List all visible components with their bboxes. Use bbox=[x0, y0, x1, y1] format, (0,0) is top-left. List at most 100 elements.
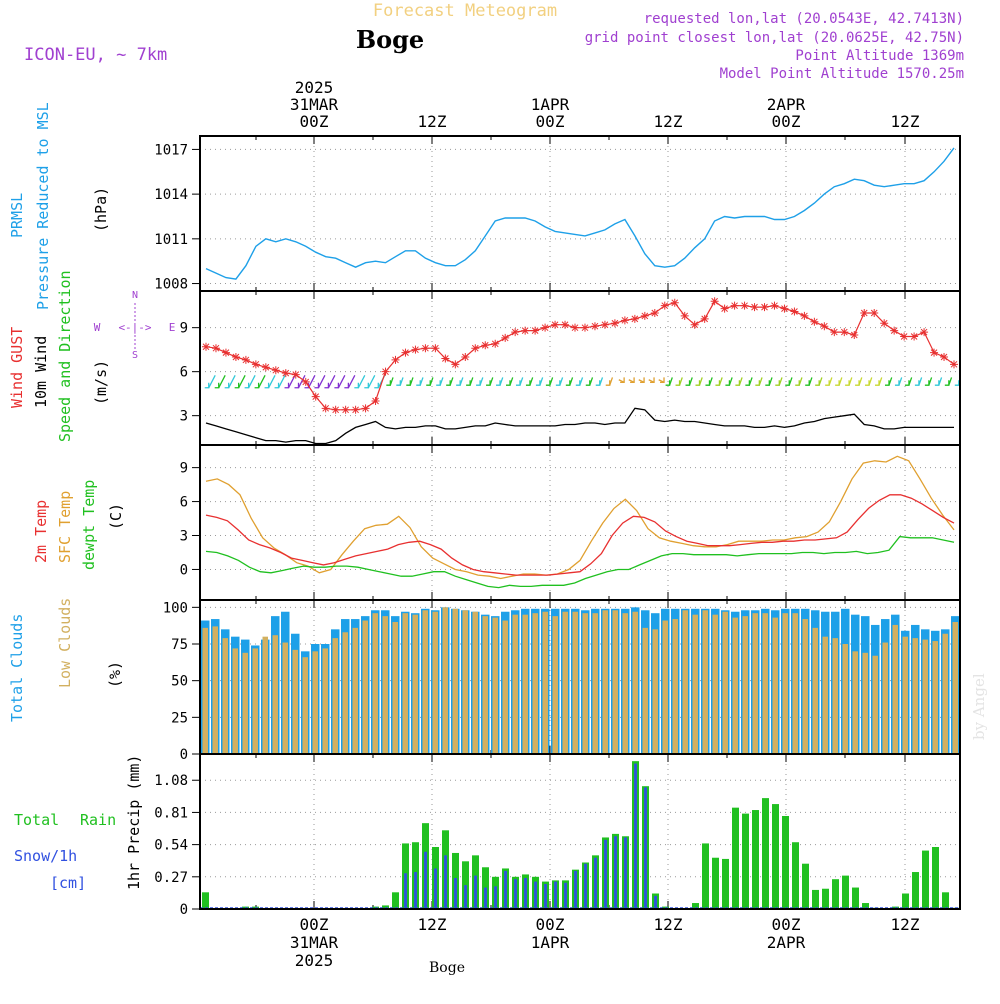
wind-gust-marker-58 bbox=[780, 304, 789, 313]
wind-arrow-head-4 bbox=[244, 382, 250, 389]
wind-arrow-head-24 bbox=[446, 380, 451, 386]
wind-gust-marker-34 bbox=[541, 323, 550, 332]
wind-gust-marker-9 bbox=[291, 370, 300, 379]
rain-bar-60 bbox=[802, 863, 809, 909]
pressure-labels: PRMSL Pressure Reduced to MSL (hPa) bbox=[8, 102, 110, 310]
low-cloud-bar-65 bbox=[852, 651, 858, 754]
low-cloud-bar-43 bbox=[632, 611, 638, 754]
low-cloud-bar-39 bbox=[592, 613, 598, 754]
bottom-tick-hour-3: 12Z bbox=[654, 915, 683, 934]
wind-gust-marker-72 bbox=[920, 328, 929, 337]
wind-arrow-head-20 bbox=[406, 380, 411, 386]
top-tick-hour-4: 00Z bbox=[772, 112, 801, 131]
wind-arrow-head-31 bbox=[515, 380, 521, 386]
bottom-tick-date-4: 2APR bbox=[767, 933, 806, 952]
low-cloud-bar-45 bbox=[652, 629, 658, 754]
low-cloud-bar-38 bbox=[582, 613, 588, 754]
low-cloud-bar-24 bbox=[442, 607, 448, 754]
dewpt-temp-line bbox=[205, 535, 955, 589]
wind-gust-marker-20 bbox=[401, 348, 410, 357]
snow-bar-21 bbox=[414, 872, 417, 909]
wind-arrow-head-68 bbox=[884, 380, 890, 386]
compass-s: S bbox=[132, 350, 138, 361]
snow-bar-40 bbox=[604, 839, 607, 909]
rain-bar-71 bbox=[912, 872, 919, 909]
snow-bar-38 bbox=[584, 863, 587, 909]
snow-bar-23 bbox=[434, 868, 437, 909]
low-cloud-bar-47 bbox=[672, 619, 678, 754]
wind-arrow-head-16 bbox=[364, 382, 369, 389]
rain-bar-26 bbox=[462, 861, 469, 909]
bottom-tick-hour-1: 12Z bbox=[418, 915, 447, 934]
rain-bar-58 bbox=[782, 816, 789, 909]
low-cloud-bar-70 bbox=[902, 636, 908, 754]
low-cloud-bar-35 bbox=[552, 616, 558, 754]
snow-bar-35 bbox=[554, 881, 557, 909]
wind-gust-marker-12 bbox=[321, 404, 330, 413]
temp-2m-line bbox=[205, 494, 955, 576]
low-cloud-bar-19 bbox=[392, 622, 398, 754]
wind-arrow-head-73 bbox=[934, 380, 940, 386]
wind-gust-marker-49 bbox=[690, 320, 699, 329]
wind-arrow-head-32 bbox=[525, 380, 531, 386]
cloud-label-unit: (%) bbox=[106, 661, 124, 688]
wind-arrow-head-52 bbox=[725, 380, 731, 386]
wind-arrow-head-37 bbox=[575, 380, 581, 386]
low-cloud-bar-2 bbox=[222, 638, 228, 754]
wind-arrow-14 bbox=[347, 375, 356, 389]
wind-arrow-head-26 bbox=[466, 380, 471, 386]
rain-bar-19 bbox=[392, 892, 399, 909]
low-cloud-bar-75 bbox=[952, 622, 958, 754]
wind-arrow-head-23 bbox=[436, 380, 441, 386]
wind-arrow-head-35 bbox=[555, 380, 561, 386]
pressure-ytick-label-3: 1017 bbox=[154, 142, 188, 158]
wind-gust-marker-30 bbox=[501, 333, 510, 342]
wind-arrow-head-33 bbox=[535, 380, 541, 386]
low-cloud-bar-51 bbox=[712, 614, 718, 754]
low-cloud-bar-23 bbox=[432, 611, 438, 754]
wind-arrow-0 bbox=[208, 375, 216, 389]
wind-gust-marker-75 bbox=[950, 360, 958, 369]
pressure-panel: 1008 1011 1014 1017 bbox=[154, 135, 961, 293]
requested-lonlat: requested lon,lat (20.0543E, 42.7413N) bbox=[644, 11, 964, 27]
wind-gust-marker-68 bbox=[880, 319, 889, 328]
precip-ytick-label-3: 0.81 bbox=[154, 805, 188, 821]
footer-location: Boge bbox=[429, 960, 465, 976]
low-cloud-bar-20 bbox=[402, 613, 408, 754]
wind-gust-marker-69 bbox=[890, 326, 899, 335]
wind-gust-marker-10 bbox=[301, 377, 310, 386]
snow-bar-34 bbox=[544, 883, 547, 909]
wind-arrow-head-17 bbox=[374, 382, 379, 389]
low-cloud-bar-62 bbox=[822, 636, 828, 754]
temp-ytick-label-2: 6 bbox=[180, 495, 188, 511]
wind-gust-marker-14 bbox=[341, 405, 350, 414]
precip-border bbox=[199, 753, 961, 910]
low-cloud-bar-22 bbox=[422, 610, 428, 754]
pressure-ytick-label-2: 1014 bbox=[154, 187, 188, 203]
wind-gust-marker-64 bbox=[840, 328, 849, 337]
snow-bar-22 bbox=[424, 851, 427, 909]
cloud-ytick-label-4: 100 bbox=[163, 600, 188, 616]
compass-n: N bbox=[132, 290, 138, 301]
pressure-border bbox=[199, 135, 961, 292]
wind-gust-marker-63 bbox=[830, 328, 839, 337]
rain-bar-52 bbox=[722, 858, 729, 909]
wind-arrow-head-36 bbox=[565, 380, 571, 386]
cloud-ytick-label-1: 25 bbox=[171, 710, 188, 726]
wind-gust-marker-13 bbox=[331, 405, 340, 414]
wind-gust-marker-41 bbox=[610, 319, 619, 328]
low-cloud-bar-52 bbox=[722, 611, 728, 754]
wind-arrow-2 bbox=[228, 375, 236, 389]
low-cloud-bar-15 bbox=[352, 627, 358, 754]
top-tick-year: 2025 bbox=[295, 78, 334, 97]
wind-gust-marker-67 bbox=[870, 309, 879, 317]
wind-gust-marker-73 bbox=[930, 348, 939, 357]
low-cloud-bar-61 bbox=[812, 627, 818, 754]
rain-bar-61 bbox=[812, 889, 819, 909]
low-cloud-bar-3 bbox=[232, 648, 238, 754]
wind-gust-marker-27 bbox=[471, 344, 480, 353]
wind-gust-marker-65 bbox=[850, 331, 859, 339]
top-tick-date-4: 2APR bbox=[767, 95, 806, 114]
wind-gust-marker-51 bbox=[710, 297, 719, 306]
wind-arrow-head-19 bbox=[396, 380, 401, 386]
